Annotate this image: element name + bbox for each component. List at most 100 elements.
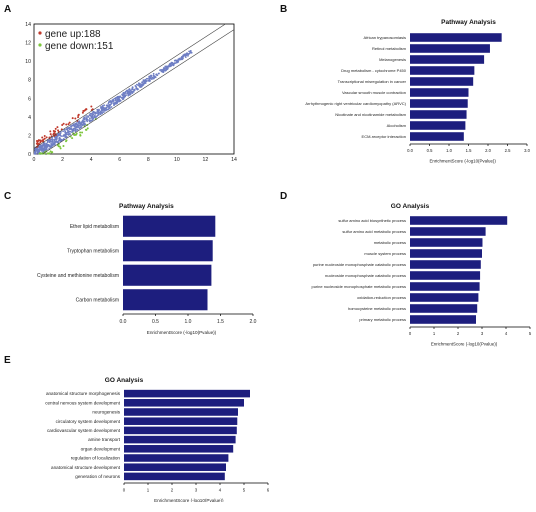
- x-axis-label: EnrichmentScore (-log10(Pvalue)): [147, 330, 217, 335]
- data-point: [101, 106, 104, 109]
- data-point: [119, 99, 122, 102]
- data-point: [83, 118, 86, 121]
- data-point: [171, 63, 174, 66]
- bar: [124, 426, 237, 435]
- data-point: [45, 143, 48, 146]
- data-point: [54, 143, 56, 146]
- data-point: [117, 98, 119, 101]
- data-point: [65, 123, 68, 126]
- data-point: [105, 108, 108, 111]
- data-point: [187, 53, 190, 56]
- data-point: [85, 115, 88, 117]
- data-point: [41, 145, 44, 148]
- category-label: Retinol metabolism: [372, 46, 407, 51]
- fold-line-upper: [33, 23, 226, 149]
- data-point: [49, 140, 52, 143]
- data-point: [114, 97, 117, 99]
- x-tick-label: 5: [243, 487, 246, 492]
- data-point: [89, 114, 92, 117]
- data-point: [49, 150, 52, 153]
- data-point: [108, 104, 111, 106]
- data-point: [174, 62, 177, 64]
- data-point: [43, 146, 46, 149]
- chart-title: GO Analysis: [105, 377, 144, 384]
- data-point: [49, 133, 52, 136]
- bar: [410, 132, 464, 141]
- data-point: [38, 149, 41, 152]
- bar: [410, 227, 486, 236]
- x-tick-label: 2: [61, 157, 64, 163]
- chart-title: Pathway Analysis: [119, 203, 174, 210]
- data-point: [163, 67, 165, 69]
- data-point: [175, 60, 178, 62]
- data-point: [55, 138, 58, 141]
- data-point: [36, 143, 39, 146]
- data-point: [81, 131, 84, 134]
- x-tick-label: 10: [174, 157, 180, 163]
- bar: [410, 249, 482, 258]
- data-point: [127, 94, 130, 97]
- data-point: [112, 102, 115, 105]
- data-point: [122, 91, 125, 94]
- bar: [124, 399, 244, 407]
- data-point: [60, 135, 63, 138]
- category-label: Melanogenesis: [379, 57, 406, 62]
- data-point: [75, 125, 77, 128]
- x-tick-label: 3.0: [524, 148, 530, 153]
- data-point: [148, 77, 151, 80]
- data-point: [64, 130, 67, 133]
- data-point: [68, 126, 71, 129]
- data-point: [40, 152, 43, 155]
- x-tick-label: 1.0: [446, 148, 452, 153]
- data-point: [108, 101, 110, 103]
- data-point: [82, 109, 85, 112]
- data-point: [67, 126, 69, 129]
- category-label: primary metabolic process: [359, 317, 406, 322]
- data-point: [43, 145, 46, 148]
- bar-chart-e: GO Analysis anatomical structure morphoge…: [45, 377, 270, 502]
- bar: [124, 454, 229, 462]
- data-point: [73, 134, 76, 137]
- bar: [124, 389, 250, 398]
- data-point: [107, 102, 110, 105]
- data-point: [74, 127, 77, 130]
- data-point: [170, 64, 173, 67]
- data-point: [122, 93, 125, 96]
- data-point: [40, 147, 42, 150]
- data-point: [99, 113, 102, 116]
- data-point: [54, 127, 57, 130]
- x-tick-label: 0.5: [427, 148, 433, 153]
- data-point: [72, 129, 75, 132]
- data-point: [114, 102, 117, 105]
- x-tick-label: 1.5: [217, 319, 224, 325]
- data-point: [152, 75, 155, 78]
- data-point: [163, 68, 166, 71]
- data-point: [69, 130, 72, 133]
- data-point: [144, 78, 147, 81]
- data-point: [84, 128, 87, 131]
- data-point: [83, 123, 85, 126]
- x-axis-label: EnrichmentScore (-log10(Pvalue)): [154, 498, 224, 502]
- data-point: [114, 99, 117, 102]
- data-point: [75, 133, 78, 136]
- data-point: [105, 106, 108, 109]
- data-point: [129, 91, 132, 94]
- y-tick-label: 12: [25, 41, 31, 47]
- data-point: [128, 88, 130, 91]
- bar: [124, 417, 238, 425]
- x-tick-label: 1: [433, 331, 436, 336]
- data-point: [124, 95, 126, 98]
- data-point: [129, 93, 132, 96]
- data-point: [63, 128, 66, 131]
- data-point: [148, 75, 151, 78]
- data-point: [52, 133, 55, 136]
- data-point: [116, 101, 118, 104]
- data-point: [141, 81, 144, 84]
- data-point: [80, 121, 83, 124]
- x-tick-label: 2.0: [485, 148, 491, 153]
- data-point: [119, 96, 121, 99]
- data-point: [67, 131, 70, 134]
- data-point: [77, 126, 80, 129]
- data-point: [131, 86, 134, 89]
